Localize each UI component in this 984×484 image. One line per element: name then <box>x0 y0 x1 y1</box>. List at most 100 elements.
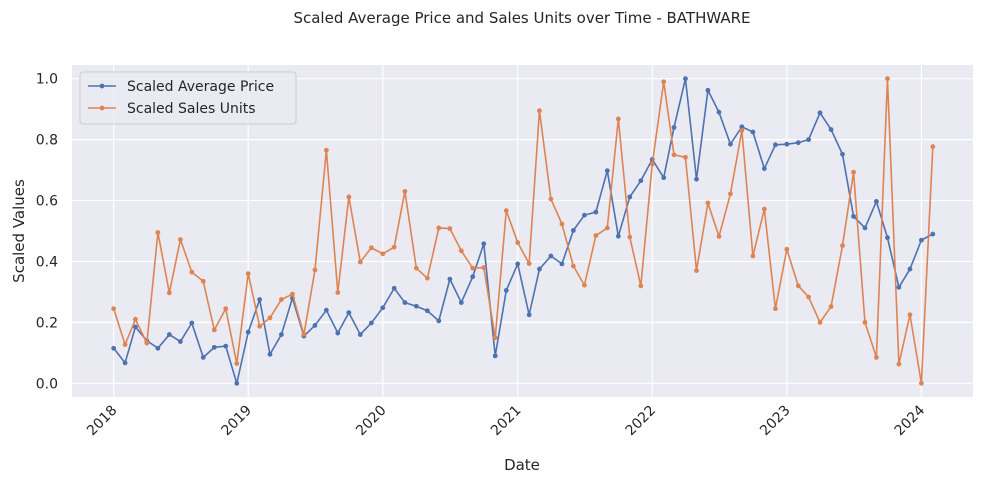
series-0-point <box>739 124 745 130</box>
series-0-point <box>874 199 879 204</box>
series-0-point <box>323 307 329 313</box>
x-tick-label: 2019 <box>219 403 256 440</box>
series-0-point <box>862 225 868 231</box>
series-1-point <box>234 361 240 366</box>
series-0-point <box>784 141 790 147</box>
series-layer <box>111 76 936 386</box>
series-0-point <box>458 300 464 305</box>
series-0-point <box>570 227 576 233</box>
series-0-point <box>424 308 430 314</box>
series-0-point <box>447 276 453 282</box>
series-0-point <box>761 166 767 171</box>
series-0-point <box>582 212 587 218</box>
series-1-point <box>649 161 655 167</box>
series-1-point <box>750 253 756 259</box>
legend-marker-price <box>99 83 105 89</box>
series-1-point <box>537 108 542 114</box>
series-1-point <box>885 76 890 82</box>
y-tick-label: 1.0 <box>36 72 58 88</box>
series-1-point <box>424 275 430 281</box>
series-1-point <box>705 200 711 206</box>
x-axis-label: Date <box>504 456 540 474</box>
y-tick-label: 0.6 <box>36 194 58 210</box>
series-1-point <box>862 319 868 325</box>
x-tick-label: 2021 <box>488 403 525 440</box>
series-0-point <box>245 329 251 335</box>
series-1-point <box>671 152 677 158</box>
series-1-point <box>177 237 183 242</box>
series-0-point <box>705 87 711 93</box>
series-0-point <box>436 318 442 324</box>
series-1-point <box>817 319 823 325</box>
series-1-point <box>189 269 195 275</box>
series-1-point <box>447 226 453 231</box>
series-1-point <box>470 265 476 271</box>
series-1-point <box>200 278 206 284</box>
series-1-point <box>526 261 532 266</box>
legend-label-price: Scaled Average Price <box>127 79 274 95</box>
series-1-point <box>391 244 397 250</box>
series-0-point <box>806 137 811 143</box>
series-1-point <box>716 234 722 239</box>
series-0-point <box>728 141 733 147</box>
x-tick-label: 2018 <box>84 403 121 440</box>
series-0-point <box>627 194 633 200</box>
series-1-point <box>312 267 318 273</box>
series-1-point <box>122 342 128 348</box>
series-1-point <box>481 265 487 270</box>
legend: Scaled Average Price Scaled Sales Units <box>79 71 297 125</box>
series-1-point <box>368 245 374 251</box>
series-1-point <box>593 233 599 238</box>
series-0-point <box>267 351 273 357</box>
series-0-point <box>661 175 667 181</box>
series-1-point <box>739 128 745 133</box>
series-1-point <box>638 283 644 289</box>
series-0-point <box>368 320 374 326</box>
series-0-point <box>773 142 778 148</box>
series-0-point <box>515 261 521 267</box>
y-tick-label: 0.4 <box>36 254 58 270</box>
series-1-point <box>907 312 913 318</box>
legend-box <box>79 71 297 125</box>
series-1-point <box>559 221 565 227</box>
series-0-point <box>234 380 240 386</box>
series-1-point <box>245 271 251 277</box>
series-0-point <box>559 261 565 267</box>
series-1-point <box>694 268 699 273</box>
y-tick-label: 0.8 <box>36 133 58 149</box>
series-1-point <box>918 380 924 386</box>
series-1-point <box>548 196 554 202</box>
series-1-point <box>279 297 284 302</box>
series-0-point <box>312 323 318 328</box>
series-0-point <box>200 355 206 360</box>
series-0-point <box>896 284 902 290</box>
series-1-point <box>155 230 161 235</box>
series-line-1 <box>112 77 934 385</box>
series-1-point <box>795 283 801 289</box>
series-0-point <box>211 344 217 350</box>
series-1-point <box>436 225 442 231</box>
series-0-point <box>694 176 699 182</box>
series-1-point <box>896 361 902 367</box>
series-0-point <box>671 125 677 130</box>
series-0-point <box>548 253 554 259</box>
series-0-point <box>470 274 476 280</box>
series-1-point <box>784 246 790 252</box>
series-1-point <box>257 323 263 329</box>
series-1-point <box>515 240 521 245</box>
series-0-point <box>402 300 408 305</box>
series-1-point <box>503 208 509 213</box>
legend-marker-units <box>99 105 105 111</box>
series-1-point <box>627 234 633 240</box>
series-0-point <box>492 353 498 359</box>
series-0-point <box>177 339 183 344</box>
series-1-point <box>582 282 587 288</box>
series-1-point <box>223 306 229 312</box>
series-1-point <box>930 144 936 150</box>
series-0-point <box>604 168 610 174</box>
series-0-point <box>930 231 936 237</box>
series-1-point <box>413 265 419 271</box>
x-tick-label: 2022 <box>623 403 660 440</box>
series-0-point <box>257 297 263 302</box>
